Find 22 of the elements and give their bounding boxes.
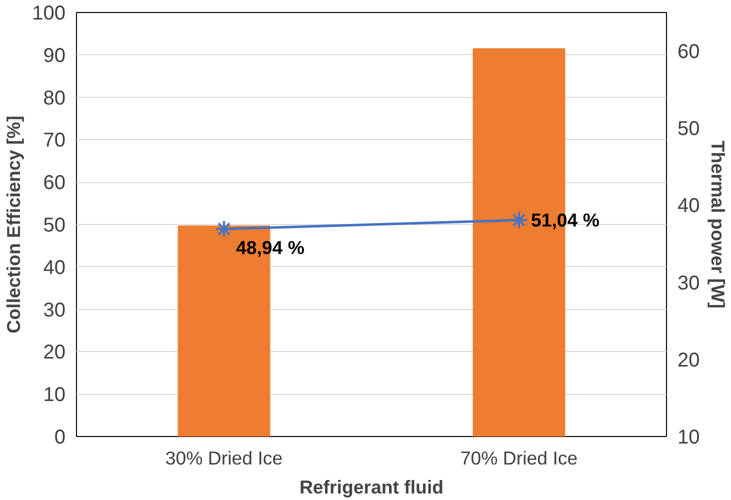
y-tick-label: 80 [43, 87, 66, 110]
y2-tick-label: 30 [678, 272, 700, 294]
y-tick-label: 50 [43, 214, 66, 236]
x-tick-label: 70% Dried Ice [460, 448, 578, 468]
y2-axis-title: Thermal power [W] [708, 140, 729, 308]
y2-tick-label: 10 [678, 426, 700, 448]
y2-tick-label: 40 [678, 195, 700, 218]
y-tick-label: 30 [43, 299, 66, 322]
y-tick-label: 90 [43, 44, 66, 67]
y-tick-label: 40 [43, 256, 66, 279]
y-tick-label: 70 [43, 130, 66, 152]
y-tick-label: 0 [54, 426, 66, 448]
y-tick-label: 10 [43, 384, 66, 406]
x-axis-title: Refrigerant fluid [299, 476, 444, 498]
y2-tick-label: 20 [678, 349, 700, 372]
y-tick-label: 100 [32, 2, 66, 24]
y2-tick-label: 60 [678, 41, 700, 64]
y-tick-label: 60 [43, 172, 66, 194]
y2-tick-label: 50 [678, 118, 700, 140]
y-tick-label: 20 [43, 342, 66, 364]
y-axis-title: Collection Efficiency [%] [3, 116, 24, 334]
x-tick-label: 30% Dried Ice [165, 448, 283, 468]
